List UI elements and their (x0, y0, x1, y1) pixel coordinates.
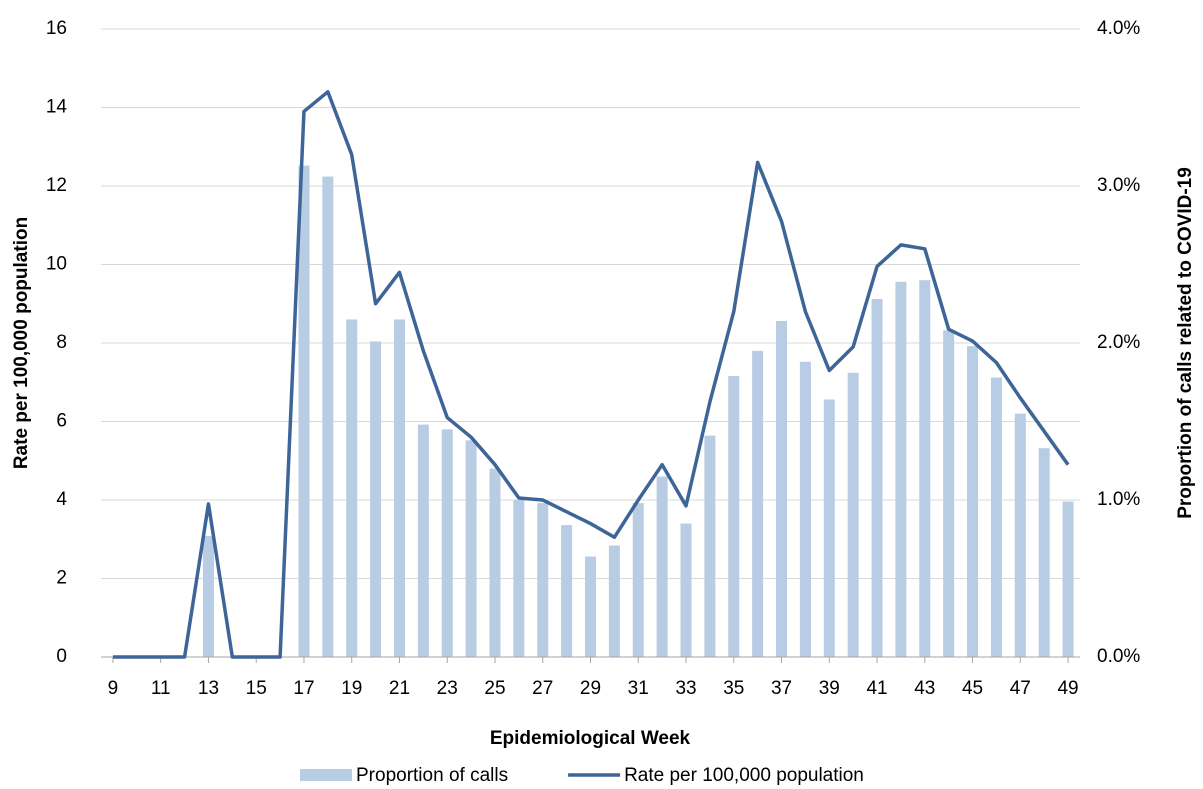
x-tick-label: 29 (580, 678, 601, 699)
y-tick-label: 0 (56, 646, 67, 667)
bar (489, 468, 501, 657)
bar (1062, 501, 1074, 657)
x-tick-label: 31 (628, 678, 649, 699)
bar (823, 399, 835, 657)
x-tick-label: 35 (723, 678, 744, 699)
bar (632, 503, 644, 657)
x-tick-label: 39 (819, 678, 840, 699)
bar (202, 536, 214, 657)
bar (346, 319, 358, 657)
bar (561, 525, 573, 657)
x-tick-label: 27 (532, 678, 553, 699)
y-tick-label: 12 (46, 175, 67, 196)
bar (799, 361, 811, 657)
bar (537, 503, 549, 657)
y2-axis-title: Proportion of calls related to COVID-19 (1175, 167, 1196, 519)
line (112, 90, 1070, 659)
bar (298, 165, 310, 657)
x-tick-label: 47 (1010, 678, 1031, 699)
bar (656, 476, 668, 657)
x-tick-label: 25 (484, 678, 505, 699)
x-tick-label: 23 (437, 678, 458, 699)
legend-label: Proportion of calls (356, 765, 508, 786)
bar (370, 341, 382, 657)
x-tick-label: 37 (771, 678, 792, 699)
bar (919, 280, 931, 657)
x-tick-label: 49 (1057, 678, 1078, 699)
y2-tick-label: 2.0% (1097, 332, 1140, 353)
bar (752, 350, 764, 657)
x-tick-label: 17 (293, 678, 314, 699)
bar (728, 375, 740, 657)
x-tick-label: 15 (246, 678, 267, 699)
y2-tick-label: 4.0% (1097, 18, 1140, 39)
x-tick-label: 13 (198, 678, 219, 699)
y-axis-title: Rate per 100,000 population (11, 217, 32, 469)
bar (847, 372, 859, 657)
x-tick-label: 11 (151, 678, 171, 699)
bar (465, 440, 477, 657)
y2-tick-label: 0.0% (1097, 646, 1140, 667)
legend-swatch (300, 769, 352, 781)
bar (871, 299, 883, 657)
y-tick-label: 16 (46, 18, 67, 39)
bar (967, 346, 979, 657)
y2-tick-label: 3.0% (1097, 175, 1140, 196)
x-tick-label: 21 (389, 678, 410, 699)
legend-label: Rate per 100,000 population (624, 765, 864, 786)
y-tick-label: 8 (56, 332, 67, 353)
bar (704, 435, 716, 657)
bar (585, 556, 596, 657)
y2-tick-label: 1.0% (1097, 489, 1140, 510)
bar (1038, 448, 1050, 657)
y-tick-label: 6 (56, 411, 67, 432)
x-tick-label: 41 (866, 678, 887, 699)
x-tick-label: 43 (914, 678, 935, 699)
x-tick-label: 33 (675, 678, 696, 699)
x-tick-label: 9 (108, 678, 119, 699)
x-tick-label: 45 (962, 678, 983, 699)
bar (943, 330, 955, 657)
bar (393, 319, 405, 657)
bar (417, 424, 429, 657)
bar (441, 429, 453, 657)
bar (513, 500, 525, 657)
bar (895, 281, 907, 657)
y-tick-label: 4 (56, 489, 67, 510)
y-tick-label: 14 (46, 97, 68, 118)
y-tick-label: 10 (46, 254, 67, 275)
bar (776, 321, 788, 657)
bar (680, 523, 692, 657)
y-tick-label: 2 (56, 568, 67, 589)
bar (990, 377, 1002, 657)
x-axis-title: Epidemiological Week (490, 728, 691, 749)
bar (1014, 413, 1026, 657)
x-tick-label: 19 (341, 678, 362, 699)
bar (608, 545, 620, 657)
bar (322, 176, 334, 657)
